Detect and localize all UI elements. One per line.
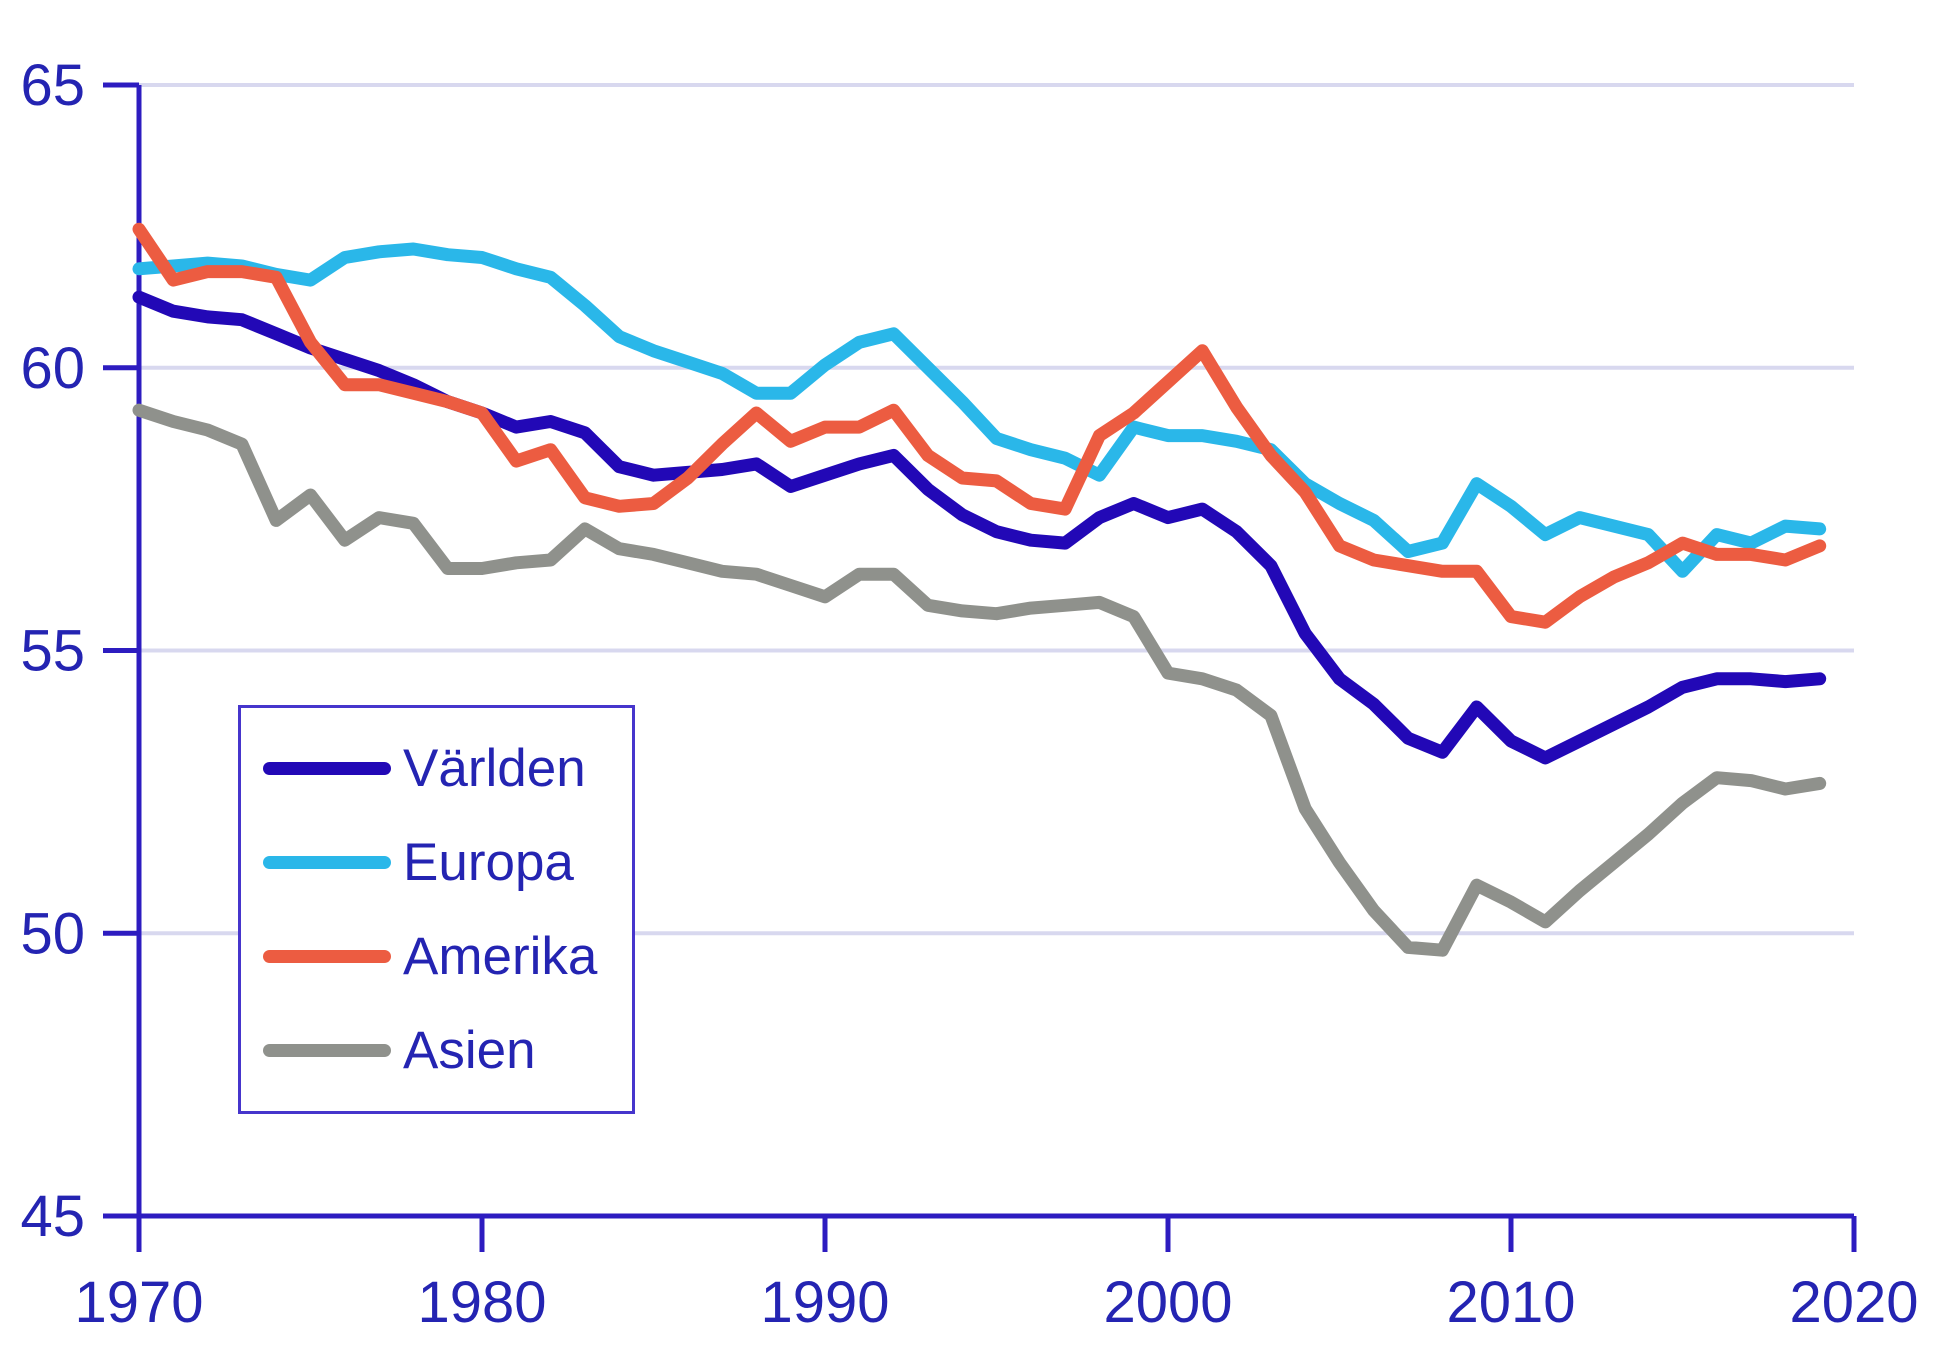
series-line-vrlden	[132, 290, 1827, 765]
series-line-asien	[132, 403, 1827, 957]
y-tick-label-50: 50	[20, 901, 85, 966]
x-tick-label-2000: 2000	[1103, 1270, 1232, 1335]
y-tick-label-55: 55	[20, 619, 85, 684]
legend-item-amerika: Amerika	[263, 928, 632, 984]
legend-swatch-asien	[263, 1043, 391, 1057]
legend-swatch-europa	[263, 856, 391, 870]
x-tick-label-1980: 1980	[417, 1270, 546, 1335]
legend-swatch-amerika	[263, 949, 391, 963]
x-tick-label-1990: 1990	[760, 1270, 889, 1335]
x-tick-label-2010: 2010	[1446, 1270, 1575, 1335]
legend-item-europa: Europa	[263, 835, 632, 891]
y-tick-label-60: 60	[20, 336, 85, 401]
series-line-amerika	[132, 222, 1827, 629]
legend-item-varlden: Världen	[263, 741, 632, 797]
legend-swatch-varlden	[263, 762, 391, 776]
legend-label-amerika: Amerika	[403, 926, 598, 986]
legend-label-varlden: Världen	[403, 739, 586, 799]
legend-label-asien: Asien	[403, 1020, 536, 1080]
series-line-europa	[132, 242, 1827, 578]
x-tick-label-2020: 2020	[1789, 1270, 1918, 1335]
legend-box: Världen Europa Amerika Asien	[238, 705, 635, 1114]
x-tick-label-1970: 1970	[74, 1270, 203, 1335]
legend-item-asien: Asien	[263, 1022, 632, 1078]
y-tick-label-45: 45	[20, 1184, 85, 1249]
y-tick-label-65: 65	[20, 53, 85, 118]
legend-label-europa: Europa	[403, 833, 574, 893]
